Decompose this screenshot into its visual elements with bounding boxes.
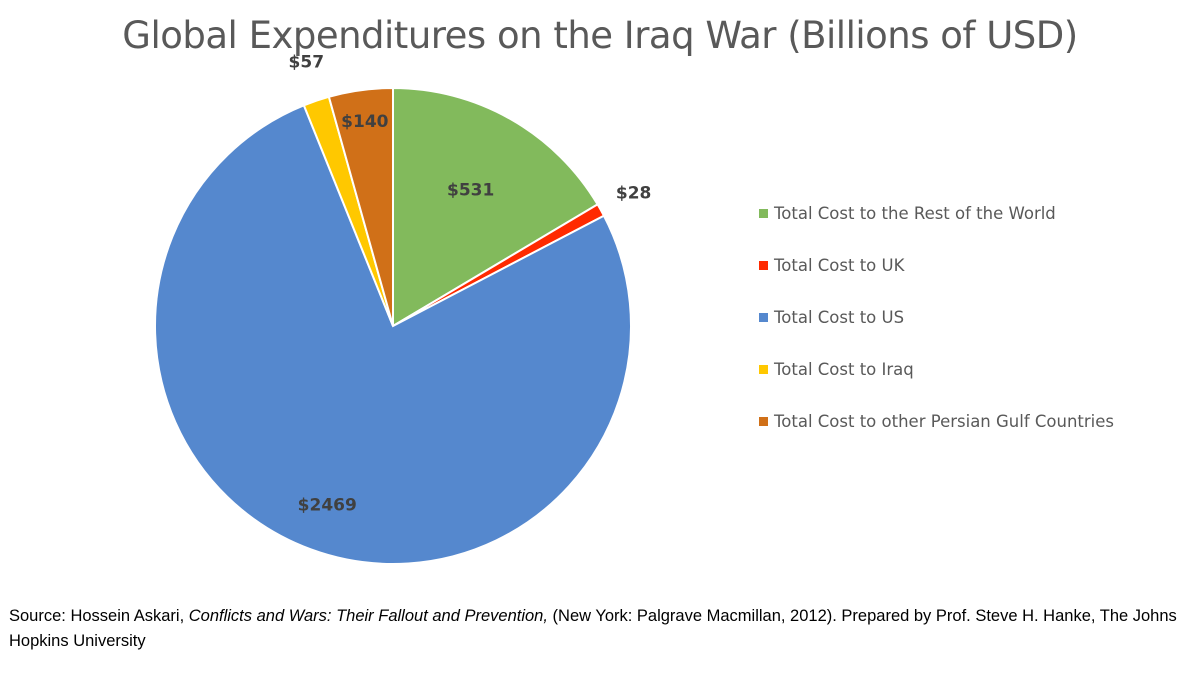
legend-swatch	[759, 365, 768, 374]
legend-item-iraq: Total Cost to Iraq	[759, 360, 1114, 412]
pie-slice-0	[392, 86, 599, 328]
data-label-0: $531	[447, 180, 494, 200]
data-label-4: $140	[341, 112, 388, 132]
chart-title: Global Expenditures on the Iraq War (Bil…	[122, 14, 1078, 57]
legend-swatch	[759, 417, 768, 426]
legend-item-persian-gulf: Total Cost to other Persian Gulf Countri…	[759, 412, 1114, 464]
legend-label: Total Cost to US	[774, 308, 905, 327]
pie-slices	[154, 86, 632, 565]
source-book-title: Conflicts and Wars: Their Fallout and Pr…	[188, 607, 548, 625]
legend-label: Total Cost to UK	[774, 256, 905, 275]
legend-label: Total Cost to Iraq	[774, 360, 914, 379]
pie-data-labels: $531 $28 $2469 $57 $140	[289, 52, 652, 515]
legend-swatch	[759, 261, 768, 270]
source-note: Source: Hossein Askari, Conflicts and Wa…	[9, 604, 1189, 654]
legend-item-uk: Total Cost to UK	[759, 256, 1114, 308]
legend-item-us: Total Cost to US	[759, 308, 1114, 360]
legend-swatch	[759, 209, 768, 218]
legend-label: Total Cost to other Persian Gulf Countri…	[774, 412, 1115, 431]
legend-label: Total Cost to the Rest of the World	[774, 204, 1056, 223]
data-label-2: $2469	[298, 496, 357, 516]
pie-slice-2	[154, 104, 632, 565]
data-label-1: $28	[616, 183, 652, 203]
data-label-3: $57	[289, 52, 325, 72]
pie-slice-4	[327, 86, 394, 327]
source-suffix: (New York: Palgrave Macmillan, 2012). Pr…	[9, 607, 1177, 650]
source-prefix: Source: Hossein Askari,	[9, 607, 189, 625]
legend-item-rest-of-world: Total Cost to the Rest of the World	[759, 204, 1114, 256]
legend-swatch	[759, 313, 768, 322]
legend: Total Cost to the Rest of the World Tota…	[759, 204, 1114, 464]
